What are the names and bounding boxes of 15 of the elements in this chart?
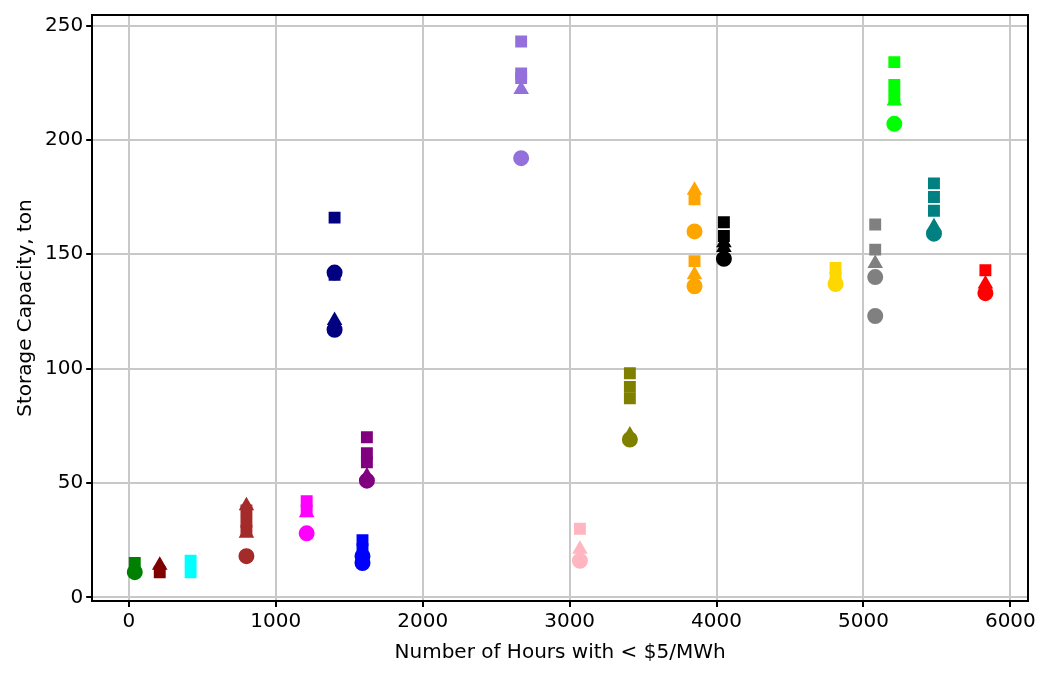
y-tick-label: 100 (44, 354, 84, 379)
x-tick-label: 3000 (544, 608, 596, 633)
y-tick-label: 150 (44, 240, 84, 265)
x-axis-title: Number of Hours with < $5/MWh (394, 639, 726, 664)
x-tick-label: 0 (122, 608, 136, 633)
x-tick-label: 5000 (838, 608, 889, 633)
y-tick-label: 250 (44, 11, 84, 36)
y-tick-label: 0 (70, 583, 84, 608)
y-axis-title: Storage Capacity, ton (12, 199, 37, 417)
x-tick-label: 1000 (250, 608, 302, 633)
x-tick-label: 4000 (691, 608, 742, 633)
x-tick-label: 6000 (984, 608, 1036, 633)
y-tick-label: 200 (44, 126, 84, 151)
y-tick-label: 50 (57, 469, 84, 494)
x-tick-label: 2000 (397, 608, 449, 633)
